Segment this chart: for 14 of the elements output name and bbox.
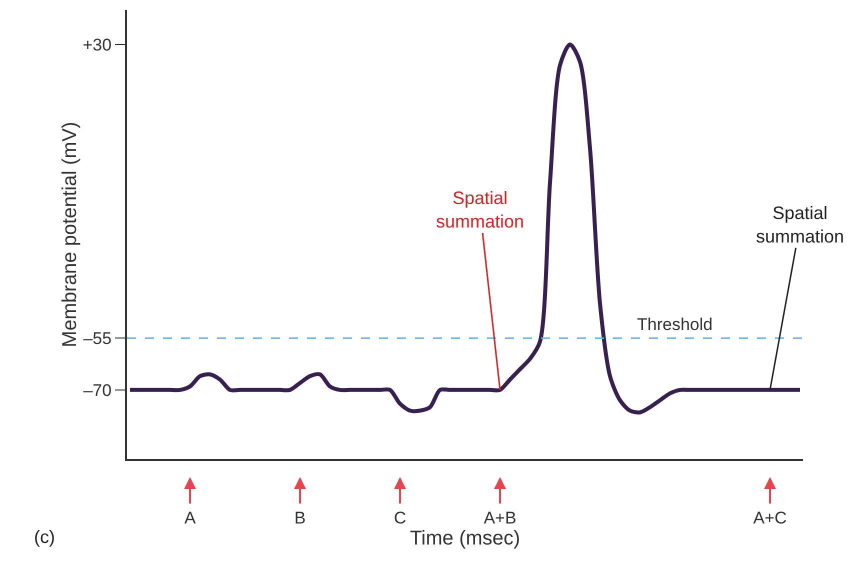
x-tick-label: B — [294, 508, 306, 528]
x-axis-title: Time (msec) — [410, 527, 520, 550]
y-tick-label: –70 — [83, 380, 112, 400]
y-tick-label: –55 — [83, 329, 112, 348]
y-axis-title: Membrane potential (mV) — [59, 122, 81, 348]
annotation: Spatial summation — [756, 203, 844, 246]
x-tick-label: A — [184, 508, 196, 528]
y-tick-label: +30 — [82, 35, 112, 54]
x-tick-label: A+B — [484, 508, 516, 528]
ref-line-label: Threshold — [637, 315, 713, 334]
x-tick-label: C — [394, 508, 406, 528]
annotation: Spatial summation — [436, 188, 524, 232]
text: (c) — [34, 527, 55, 547]
x-tick-label: A+C — [753, 508, 787, 528]
